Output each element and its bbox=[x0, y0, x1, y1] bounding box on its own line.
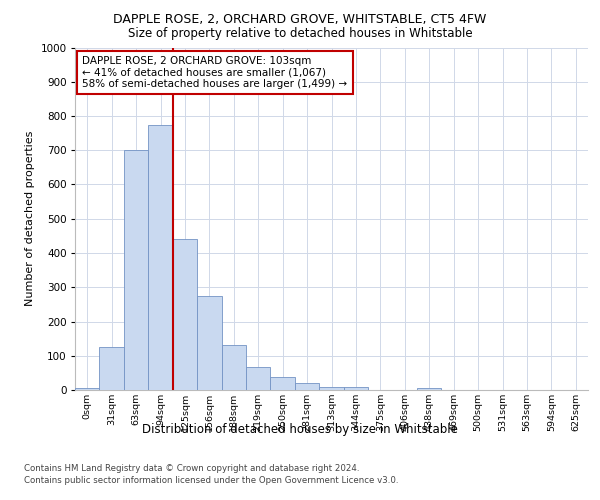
Bar bbox=[319, 386, 344, 390]
Bar bbox=[221, 346, 246, 390]
Bar bbox=[295, 383, 319, 390]
Bar bbox=[75, 388, 100, 390]
Bar bbox=[124, 150, 148, 390]
Text: DAPPLE ROSE, 2 ORCHARD GROVE: 103sqm
← 41% of detached houses are smaller (1,067: DAPPLE ROSE, 2 ORCHARD GROVE: 103sqm ← 4… bbox=[82, 56, 347, 90]
Bar bbox=[344, 386, 368, 390]
Text: DAPPLE ROSE, 2, ORCHARD GROVE, WHITSTABLE, CT5 4FW: DAPPLE ROSE, 2, ORCHARD GROVE, WHITSTABL… bbox=[113, 12, 487, 26]
Text: Contains public sector information licensed under the Open Government Licence v3: Contains public sector information licen… bbox=[24, 476, 398, 485]
Bar bbox=[246, 366, 271, 390]
Bar bbox=[100, 347, 124, 390]
Text: Distribution of detached houses by size in Whitstable: Distribution of detached houses by size … bbox=[142, 422, 458, 436]
Bar bbox=[271, 377, 295, 390]
Bar bbox=[417, 388, 442, 390]
Bar bbox=[148, 124, 173, 390]
Bar bbox=[197, 296, 221, 390]
Text: Contains HM Land Registry data © Crown copyright and database right 2024.: Contains HM Land Registry data © Crown c… bbox=[24, 464, 359, 473]
Bar bbox=[173, 240, 197, 390]
Text: Size of property relative to detached houses in Whitstable: Size of property relative to detached ho… bbox=[128, 28, 472, 40]
Y-axis label: Number of detached properties: Number of detached properties bbox=[25, 131, 35, 306]
